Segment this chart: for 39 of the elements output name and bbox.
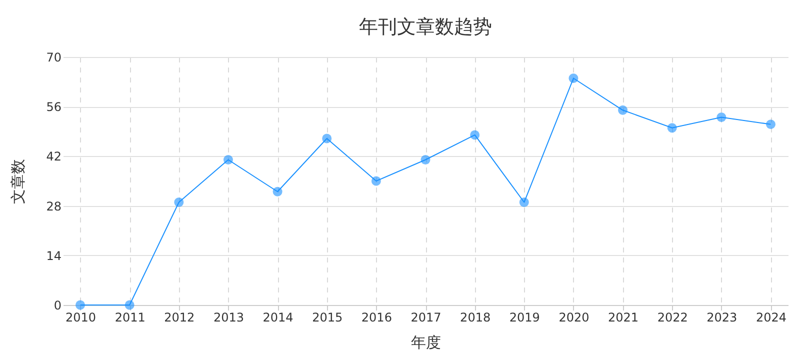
point — [618, 105, 628, 115]
point — [420, 155, 430, 164]
x-tick-label: 2021 — [608, 310, 639, 324]
point — [322, 134, 332, 144]
y-axis-title: 文章数 — [9, 159, 28, 204]
point — [716, 112, 726, 122]
x-tick-label: 2016 — [361, 310, 392, 324]
x-tick-label: 2012 — [164, 310, 195, 324]
point — [470, 130, 480, 140]
x-tick-label: 2017 — [410, 310, 442, 324]
x-axis-title: 年度 — [411, 334, 441, 352]
point — [371, 176, 381, 186]
point — [223, 155, 233, 164]
x-tick-label: 2019 — [509, 310, 540, 324]
point — [76, 300, 86, 310]
point — [667, 123, 677, 133]
chart-title: 年刊文章数趋势 — [359, 16, 492, 38]
y-tick-label: 28 — [46, 199, 62, 214]
y-tick-label: 56 — [46, 100, 62, 114]
x-tick-label: 2015 — [312, 310, 343, 324]
y-tick-label: 70 — [46, 50, 62, 64]
x-tick-label: 2018 — [460, 310, 491, 324]
point — [519, 198, 529, 207]
y-tick-label: 42 — [46, 150, 62, 164]
x-tick-label: 2020 — [558, 310, 590, 324]
x-tick-label: 2024 — [756, 310, 787, 324]
point — [568, 74, 578, 83]
x-tick-label: 2022 — [657, 310, 688, 324]
y-tick-label: 0 — [54, 298, 62, 312]
x-tick-label: 2011 — [114, 310, 146, 324]
x-tick-label: 2010 — [65, 310, 96, 324]
y-tick-label: 14 — [46, 248, 62, 263]
point — [174, 198, 184, 207]
x-tick-label: 2013 — [213, 310, 244, 324]
point — [766, 120, 776, 130]
x-tick-label: 2023 — [706, 310, 738, 324]
point — [272, 186, 282, 196]
point — [124, 300, 134, 310]
x-tick-label: 2014 — [262, 310, 294, 324]
